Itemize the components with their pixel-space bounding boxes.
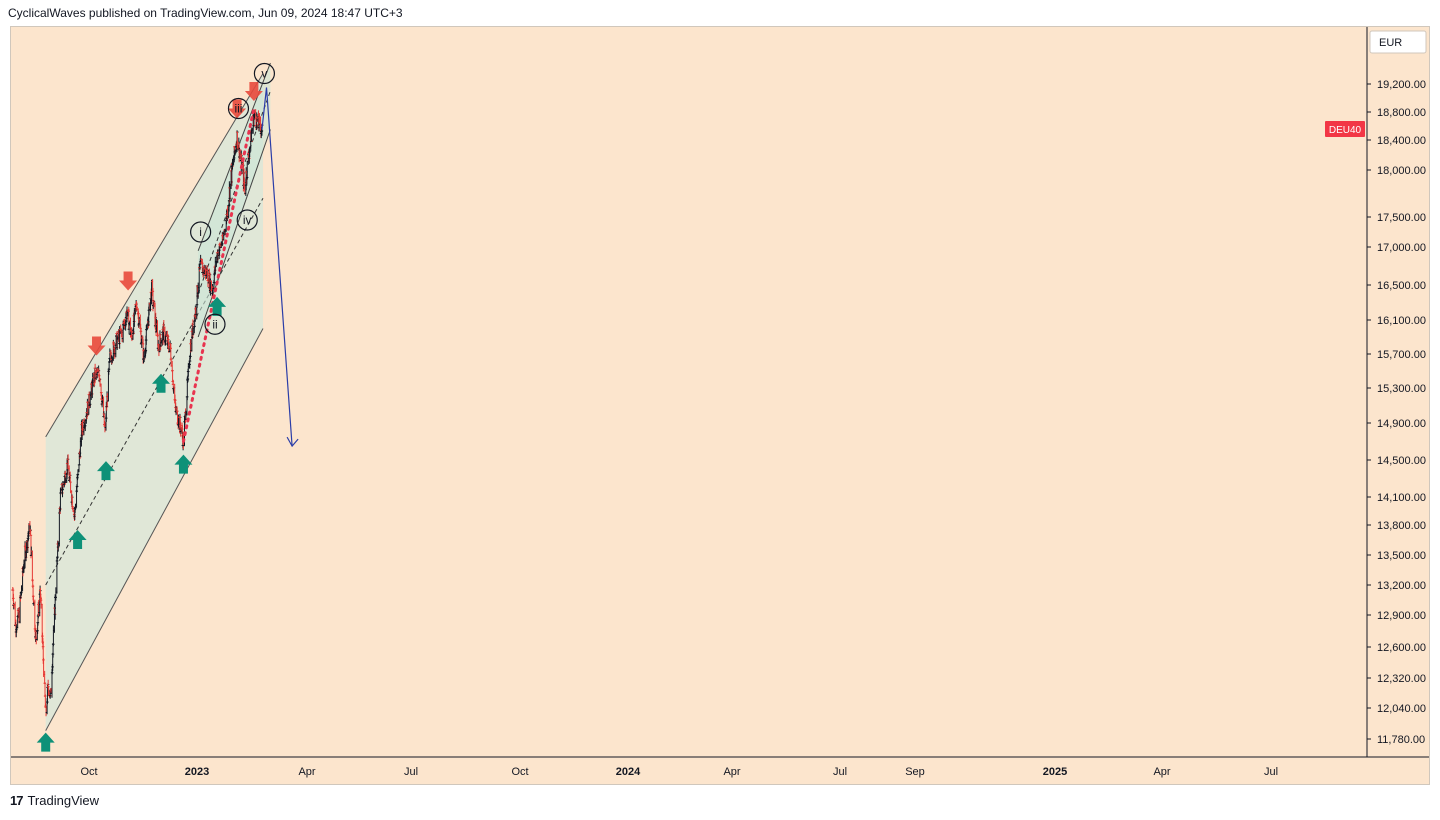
price-tick-label: 13,800.00	[1377, 520, 1426, 532]
price-tick-label: 19,200.00	[1377, 79, 1426, 91]
publish-header: CyclicalWaves published on TradingView.c…	[8, 6, 403, 20]
price-tick-label: 14,500.00	[1377, 455, 1426, 467]
price-tick-label: 18,800.00	[1377, 107, 1426, 119]
projection-arrowhead-icon	[287, 437, 298, 446]
price-tick-label: 12,040.00	[1377, 703, 1426, 715]
price-tick-label: 18,000.00	[1377, 165, 1426, 177]
tradingview-footer[interactable]: 17 TradingView	[10, 793, 99, 808]
price-tick-label: 14,900.00	[1377, 418, 1426, 430]
currency-badge-label: EUR	[1379, 37, 1402, 49]
price-tick-label: 15,300.00	[1377, 383, 1426, 395]
price-tick-label: 13,200.00	[1377, 580, 1426, 592]
currency-badge: EUR	[1370, 31, 1426, 53]
price-tick-label: 12,900.00	[1377, 610, 1426, 622]
price-tick-label: 13,500.00	[1377, 550, 1426, 562]
price-tick-label: 17,500.00	[1377, 212, 1426, 224]
time-tick-label: Oct	[511, 766, 528, 778]
price-tick-label: 11,780.00	[1377, 734, 1425, 746]
price-axis: 19,200.00 18,800.00 18,400.00 18,000.00 17,5…	[1367, 27, 1426, 757]
time-tick-label: Jul	[1264, 766, 1278, 778]
time-tick-label: 2025	[1043, 766, 1067, 778]
time-tick-label: Jul	[404, 766, 418, 778]
symbol-badge: DEU40	[1325, 121, 1365, 137]
tradingview-brand: TradingView	[27, 793, 99, 808]
time-tick-label: Jul	[833, 766, 847, 778]
wave-label-text: v	[261, 67, 267, 81]
price-chart[interactable]: iiiiiiivv19,200.0018,800.0018,400.0018,0…	[11, 27, 1429, 784]
wave-label-text: i	[199, 225, 202, 239]
price-tick-label: 16,100.00	[1377, 315, 1426, 327]
price-tick-label: 18,400.00	[1377, 135, 1426, 147]
time-tick-label: 2024	[616, 766, 641, 778]
time-axis: Oct 2023 Apr Jul Oct 2024 Apr Jul Sep 2025 Apr Jul	[11, 757, 1429, 778]
time-tick-label: Apr	[298, 766, 315, 778]
price-tick-label: 17,000.00	[1377, 242, 1426, 254]
wave-label-text: ii	[212, 317, 217, 331]
price-tick-label: 15,700.00	[1377, 349, 1426, 361]
time-tick-label: Apr	[723, 766, 740, 778]
wave-label-text: iv	[243, 213, 252, 227]
time-tick-label: 2023	[185, 766, 209, 778]
price-tick-label: 12,320.00	[1377, 673, 1426, 685]
up-arrow-icon	[37, 733, 55, 752]
wave-label-text: iii	[234, 102, 242, 116]
price-tick-label: 16,500.00	[1377, 280, 1426, 292]
time-tick-label: Oct	[80, 766, 97, 778]
tradingview-logo-icon: 17	[10, 793, 22, 808]
time-tick-label: Sep	[905, 766, 925, 778]
time-tick-label: Apr	[1153, 766, 1170, 778]
chart-frame[interactable]: i ii iii iv v 19,200.00 18,800.00 18,400.00 18,0…	[10, 26, 1430, 785]
price-tick-label: 12,600.00	[1377, 642, 1426, 654]
price-tick-label: 14,100.00	[1377, 492, 1426, 504]
down-arrow-icon	[119, 271, 137, 290]
symbol-badge-label: DEU40	[1329, 125, 1362, 136]
